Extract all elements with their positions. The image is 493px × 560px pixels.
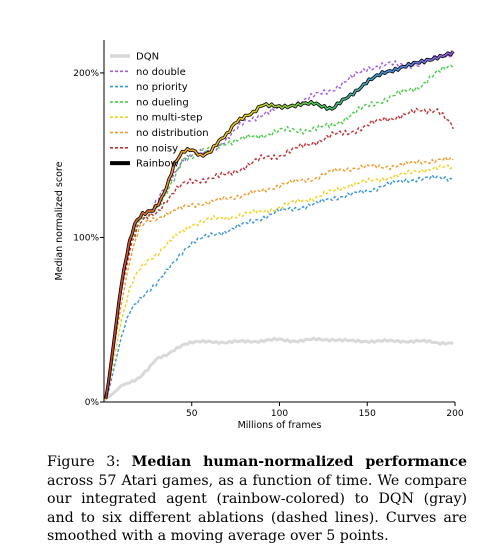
legend-no-double-label: no double [136,67,186,78]
caption-text: across 57 Atari games, as a function of … [47,472,467,545]
series-dqn-line [104,336,454,400]
caption-label: Figure 3: [47,454,132,470]
series-no-double-line [105,52,454,399]
series-no-multi-step-line [105,164,454,401]
caption-bold: Median human-normalized performance [131,454,467,470]
figure: 0% 100% 200% 50 100 150 200 Millions of frames M… [54,40,464,431]
x-tick-label: 150 [359,409,376,419]
series-no-distribution-line [105,156,454,399]
legend-no-priority-label: no priority [136,82,188,93]
y-tick-label: 0% [85,398,100,408]
y-axis-label: Median normalized score [54,161,65,280]
legend-no-dueling-label: no dueling [136,97,189,108]
legend-no-multi-step-label: no multi-step [136,113,202,124]
y-tick-label: 200% [73,69,99,79]
axes: 0% 100% 200% 50 100 150 200 Millions of frames M… [54,40,464,431]
line-chart: 0% 100% 200% 50 100 150 200 Millions of frames M… [54,40,464,431]
legend-no-distribution-label: no distribution [136,128,209,139]
series-rainbow-line [105,50,454,399]
legend-no-noisy-label: no noisy [136,143,178,154]
x-tick-label: 100 [271,409,288,419]
y-tick-label: 100% [73,233,99,243]
x-axis-label: Millions of frames [238,420,322,431]
legend: DQN no double no priority no dueling no mult… [110,52,209,170]
series-no-priority-line [105,174,454,401]
series-layer [104,50,455,401]
x-tick-label: 50 [186,409,198,419]
x-tick-label: 200 [446,409,463,419]
legend-dqn-label: DQN [136,52,159,63]
legend-rainbow-label: Rainbow [136,159,179,170]
figure-caption: Figure 3: Median human-normalized perfor… [47,453,467,546]
series-no-noisy-line [105,107,454,399]
